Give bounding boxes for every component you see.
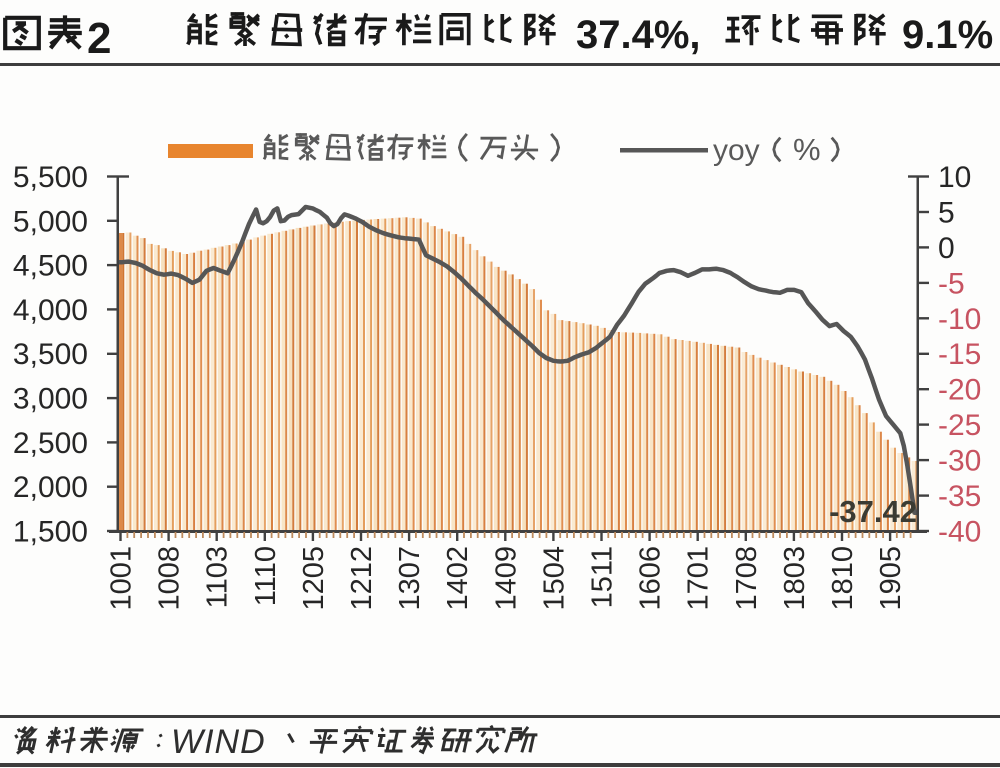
svg-text:1708: 1708 — [731, 546, 763, 611]
svg-text:1008: 1008 — [154, 546, 186, 611]
svg-text:-37.42: -37.42 — [829, 494, 917, 529]
svg-text:1504: 1504 — [538, 546, 570, 611]
svg-text:1606: 1606 — [635, 546, 667, 611]
svg-text:2,000: 2,000 — [13, 471, 88, 504]
svg-text:1701: 1701 — [683, 546, 715, 611]
svg-text:2,500: 2,500 — [13, 427, 88, 460]
svg-text:1205: 1205 — [298, 546, 330, 611]
svg-text:yoy: yoy — [713, 134, 760, 167]
svg-text:10: 10 — [938, 161, 971, 194]
svg-text:5,000: 5,000 — [13, 205, 88, 238]
svg-text:1905: 1905 — [875, 546, 907, 611]
svg-text:1409: 1409 — [490, 546, 522, 611]
svg-text:1001: 1001 — [106, 546, 138, 611]
svg-text:1103: 1103 — [202, 546, 234, 608]
svg-text:-10: -10 — [938, 303, 981, 336]
svg-text:1110: 1110 — [250, 546, 282, 606]
svg-text:3,500: 3,500 — [13, 338, 88, 371]
svg-text:WIND: WIND — [171, 723, 266, 761]
svg-text:1307: 1307 — [394, 546, 426, 611]
svg-text:1212: 1212 — [346, 546, 378, 611]
svg-text:5: 5 — [938, 196, 955, 229]
svg-text:-25: -25 — [938, 409, 981, 442]
svg-text:3,000: 3,000 — [13, 383, 88, 416]
svg-text:-15: -15 — [938, 338, 981, 371]
svg-text:-35: -35 — [938, 480, 981, 513]
svg-text:1511: 1511 — [587, 546, 619, 608]
svg-text:1,500: 1,500 — [13, 516, 88, 549]
svg-text:4,500: 4,500 — [13, 250, 88, 283]
svg-text:-20: -20 — [938, 374, 981, 407]
svg-text:4,000: 4,000 — [13, 294, 88, 327]
svg-text:-30: -30 — [938, 445, 981, 478]
svg-text:%: % — [793, 132, 821, 167]
svg-text:1810: 1810 — [827, 546, 859, 611]
svg-text:-40: -40 — [938, 516, 981, 549]
svg-text:1803: 1803 — [779, 546, 811, 611]
svg-text:37.4%,: 37.4%, — [576, 13, 701, 57]
svg-text:0: 0 — [938, 232, 955, 265]
svg-text:1402: 1402 — [442, 546, 474, 611]
svg-text:-5: -5 — [938, 267, 965, 300]
svg-text:5,500: 5,500 — [13, 161, 88, 194]
svg-text:2: 2 — [87, 14, 111, 63]
svg-text:9.1%: 9.1% — [902, 13, 993, 57]
